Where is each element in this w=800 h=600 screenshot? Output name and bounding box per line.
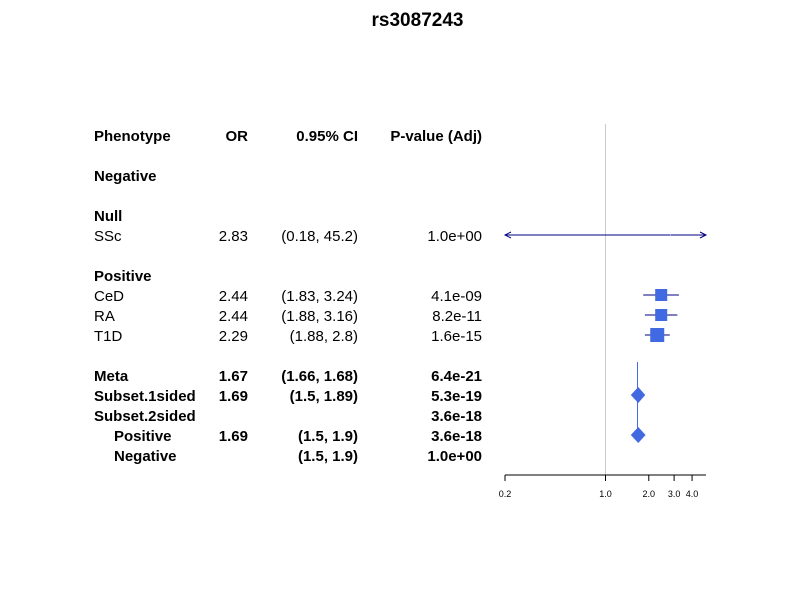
row-or: 2.44 bbox=[218, 308, 248, 325]
row-or: 1.69 bbox=[218, 388, 248, 405]
chart-title: rs3087243 bbox=[371, 10, 464, 31]
x-tick-label: 2.0 bbox=[643, 489, 656, 499]
row-ci: (1.83, 3.24) bbox=[281, 288, 358, 305]
row-phenotype: Negative bbox=[114, 448, 177, 465]
header-ci: 0.95% CI bbox=[296, 128, 358, 145]
x-tick-label: 1.0 bbox=[599, 489, 612, 499]
row-or: 1.67 bbox=[218, 368, 248, 385]
point-box bbox=[655, 289, 668, 301]
row-phenotype: Subset.2sided bbox=[94, 408, 196, 425]
row-ci: (0.18, 45.2) bbox=[281, 228, 358, 245]
summary-diamond bbox=[630, 387, 646, 403]
row-pvalue: 3.6e-18 bbox=[431, 408, 482, 425]
row-ci: (1.5, 1.89) bbox=[289, 388, 358, 405]
point-box bbox=[669, 234, 671, 236]
row-pvalue: 5.3e-19 bbox=[431, 388, 482, 405]
row-ci: (1.5, 1.9) bbox=[297, 448, 358, 465]
row-phenotype: SSc bbox=[94, 228, 122, 245]
row-phenotype: CeD bbox=[94, 288, 125, 305]
row-pvalue: 1.0e+00 bbox=[427, 448, 482, 465]
row-or: 1.69 bbox=[218, 428, 248, 445]
row-pvalue: 8.2e-11 bbox=[432, 308, 482, 325]
row-phenotype: Meta bbox=[94, 368, 129, 385]
row-or: 2.44 bbox=[218, 288, 248, 305]
row-or: 2.29 bbox=[218, 328, 248, 345]
row-pvalue: 1.6e-15 bbox=[431, 328, 482, 345]
x-tick-label: 3.0 bbox=[668, 489, 681, 499]
x-tick-label: 0.2 bbox=[499, 489, 512, 499]
row-phenotype: Subset.1sided bbox=[94, 388, 196, 405]
row-phenotype: Null bbox=[94, 208, 123, 225]
row-pvalue: 6.4e-21 bbox=[431, 368, 482, 385]
header-pvalue: P-value (Adj) bbox=[390, 128, 482, 145]
row-phenotype: Positive bbox=[94, 268, 152, 285]
row-ci: (1.5, 1.9) bbox=[297, 428, 358, 445]
row-phenotype: RA bbox=[94, 308, 115, 325]
header-or: OR bbox=[225, 128, 249, 145]
row-ci: (1.88, 2.8) bbox=[289, 328, 358, 345]
row-or: 2.83 bbox=[218, 228, 248, 245]
summary-diamond bbox=[630, 427, 646, 443]
ci-arrow-left bbox=[503, 231, 512, 239]
row-phenotype: Positive bbox=[114, 428, 172, 445]
x-tick-label: 4.0 bbox=[686, 489, 699, 499]
row-pvalue: 3.6e-18 bbox=[431, 428, 482, 445]
row-pvalue: 4.1e-09 bbox=[431, 288, 482, 305]
header-phenotype: Phenotype bbox=[94, 128, 171, 145]
row-ci: (1.88, 3.16) bbox=[281, 308, 358, 325]
ci-arrow-right bbox=[699, 231, 708, 239]
row-phenotype: T1D bbox=[94, 328, 123, 345]
point-box bbox=[655, 309, 668, 321]
row-phenotype: Negative bbox=[94, 168, 157, 185]
point-box bbox=[650, 328, 665, 342]
row-pvalue: 1.0e+00 bbox=[427, 228, 482, 245]
row-ci: (1.66, 1.68) bbox=[281, 368, 358, 385]
